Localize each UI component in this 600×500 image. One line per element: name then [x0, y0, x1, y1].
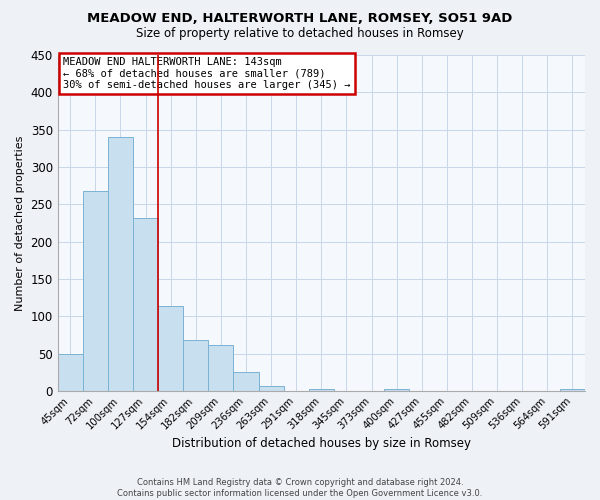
Bar	[183, 340, 208, 391]
Bar	[384, 390, 409, 391]
Text: Contains HM Land Registry data © Crown copyright and database right 2024.
Contai: Contains HM Land Registry data © Crown c…	[118, 478, 482, 498]
Bar	[108, 137, 133, 391]
Bar	[158, 306, 183, 391]
Bar	[208, 344, 233, 391]
Text: Size of property relative to detached houses in Romsey: Size of property relative to detached ho…	[136, 28, 464, 40]
Text: MEADOW END HALTERWORTH LANE: 143sqm
← 68% of detached houses are smaller (789)
3: MEADOW END HALTERWORTH LANE: 143sqm ← 68…	[63, 56, 350, 90]
Y-axis label: Number of detached properties: Number of detached properties	[15, 136, 25, 310]
Bar	[309, 390, 334, 391]
Bar	[560, 390, 585, 391]
Bar	[83, 191, 108, 391]
Bar	[133, 218, 158, 391]
Bar	[58, 354, 83, 391]
Bar	[259, 386, 284, 391]
Text: MEADOW END, HALTERWORTH LANE, ROMSEY, SO51 9AD: MEADOW END, HALTERWORTH LANE, ROMSEY, SO…	[88, 12, 512, 26]
Bar	[233, 372, 259, 391]
X-axis label: Distribution of detached houses by size in Romsey: Distribution of detached houses by size …	[172, 437, 471, 450]
